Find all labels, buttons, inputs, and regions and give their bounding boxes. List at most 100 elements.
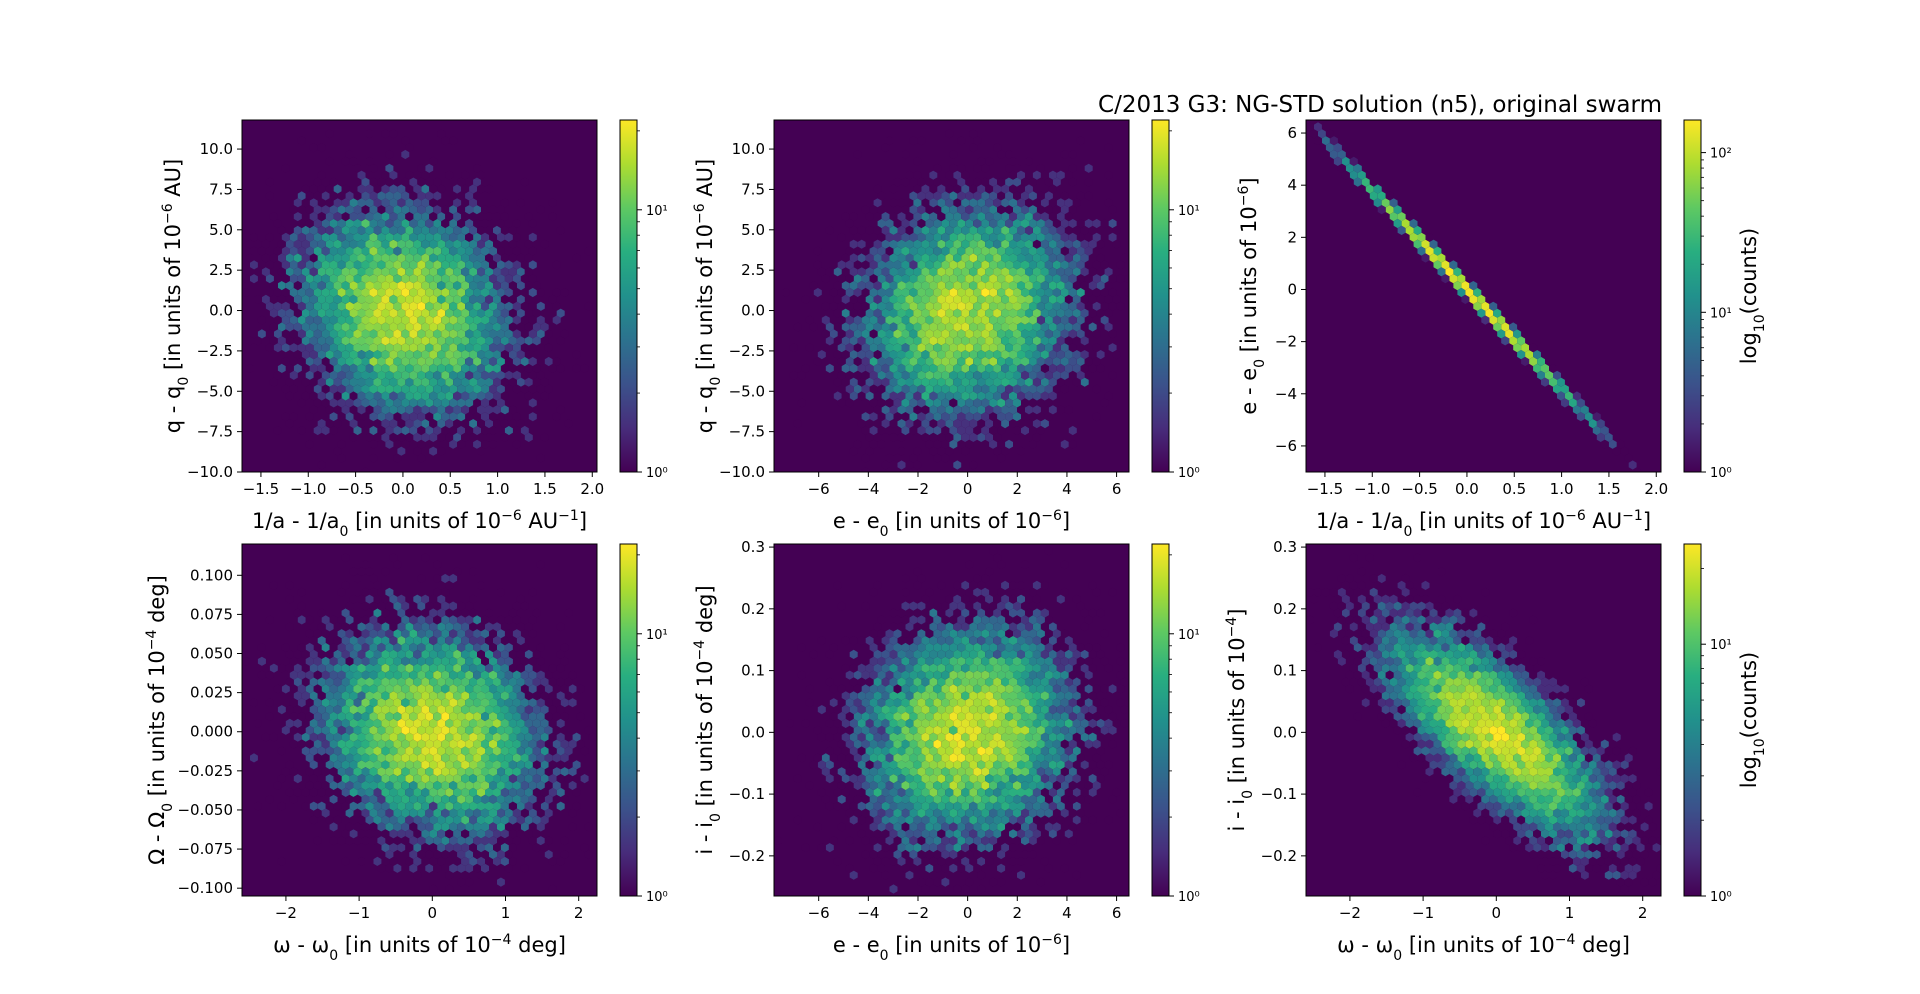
hexbin-cell (429, 815, 438, 825)
hexbin-cell (1060, 149, 1069, 160)
hexbin-cell (837, 698, 846, 708)
hexbin-cell (445, 170, 454, 180)
hexbin-cell (1009, 239, 1017, 249)
hexbin-cell (540, 815, 549, 825)
hexbin-cell (1517, 350, 1526, 360)
hexbin-cell (1001, 787, 1009, 797)
hexbin-cell (897, 239, 906, 249)
hexbin-cell (1021, 615, 1029, 625)
hexbin-cell (885, 329, 894, 339)
hexbin-cell (437, 350, 446, 360)
hexbin-cell (893, 711, 902, 722)
hexbin-cell (405, 622, 414, 632)
hexbin-cell (317, 622, 326, 632)
hexbin-cell (989, 343, 998, 353)
hexbin-cell (945, 787, 954, 797)
hexbin-cell (508, 718, 517, 728)
hexbin-cell (489, 642, 497, 653)
hexbin-cell (917, 656, 926, 666)
hexbin-cell (877, 329, 886, 339)
hexbin-cell (341, 580, 350, 590)
hexbin-cell (1029, 656, 1037, 666)
hexbin-cell (917, 177, 926, 187)
hexbin-cell (441, 601, 450, 611)
hexbin-cell (1469, 281, 1478, 291)
hexbin-cell (373, 377, 382, 387)
hexbin-cell (433, 615, 442, 625)
hexbin-cell (321, 711, 330, 722)
hexbin-cell (429, 184, 438, 194)
hexbin-cell (365, 815, 374, 825)
hexbin-cell (1017, 718, 1025, 728)
hexbin-cell (993, 553, 1002, 563)
hexbin-cell (941, 615, 950, 625)
hexbin-cell (909, 329, 918, 339)
hexbin-cell (429, 281, 438, 291)
hexbin-cell (548, 746, 557, 756)
hexbin-cell (321, 329, 330, 339)
hexbin-cell (461, 350, 470, 360)
hexbin-cell (401, 739, 410, 749)
hexbin-cell (497, 246, 505, 256)
hexbin-cell (377, 780, 386, 791)
hexbin-cell (409, 711, 418, 722)
hexbin-cell (485, 732, 493, 742)
hexbin-cell (397, 350, 406, 360)
hexbin-cell (1080, 281, 1089, 291)
hexbin-cell (293, 239, 302, 249)
hexbin-cell (813, 753, 822, 763)
hexbin-cell (973, 573, 982, 584)
hexbin-cell (349, 760, 358, 770)
hexbin-cell (465, 642, 474, 653)
hexbin-cell (1044, 739, 1053, 749)
hexbin-cell (957, 329, 966, 339)
hexbin-cell (473, 439, 481, 449)
hexbin-cell (1064, 760, 1073, 770)
hexbin-cell (465, 615, 474, 625)
hexbin-cell (473, 822, 481, 832)
hexbin-cell (1509, 336, 1518, 346)
hexbin-cell (949, 684, 958, 694)
hexbin-cell (421, 322, 430, 332)
hexbin-cell (905, 829, 914, 839)
hexbin-cell (417, 439, 426, 449)
hexbin-cell (1001, 281, 1009, 291)
hexbin-cell (313, 780, 322, 791)
hexbin-cell (397, 308, 406, 318)
hexbin-cell (477, 294, 485, 304)
hexbin-cell (377, 177, 386, 187)
hexbin-cell (377, 822, 386, 832)
hexbin-cell (1021, 232, 1029, 242)
hexbin-cell (548, 212, 557, 222)
hexbin-cell (897, 432, 906, 442)
hexbin-cell (393, 329, 402, 339)
hexbin-cell (1104, 294, 1113, 304)
hexbin-cell (1029, 260, 1037, 270)
hexbin-cell (997, 453, 1006, 463)
hexbin-cell (969, 608, 978, 618)
hexbin-cell (889, 663, 898, 673)
hexbin-cell (1397, 225, 1406, 235)
hexbin-cell (421, 377, 430, 387)
hexbin-cell (1333, 143, 1342, 153)
hexbin-cell (845, 315, 854, 325)
hexbin-cell (325, 184, 334, 194)
hexbin-cell (413, 391, 422, 401)
hexbin-cell (369, 232, 378, 242)
hexbin-cell (1072, 350, 1081, 360)
hexbin-cell (873, 705, 882, 715)
hexbin-cell (405, 608, 414, 618)
hexbin-cell (389, 677, 398, 687)
hexbin-cell (909, 684, 918, 694)
hexbin-cell (421, 705, 430, 715)
hexbin-cell (357, 239, 366, 249)
hexbin-cell (341, 391, 350, 401)
x-tick-label: 0.5 (438, 480, 462, 498)
x-tick-label: −1.5 (1307, 480, 1343, 498)
hexbin-cell (504, 370, 513, 380)
hexbin-cell (1052, 218, 1061, 229)
hexbin-cell (437, 281, 446, 291)
hexbin-cell (453, 377, 462, 387)
hexbin-cell (325, 322, 334, 332)
hexbin-cell (913, 239, 922, 249)
